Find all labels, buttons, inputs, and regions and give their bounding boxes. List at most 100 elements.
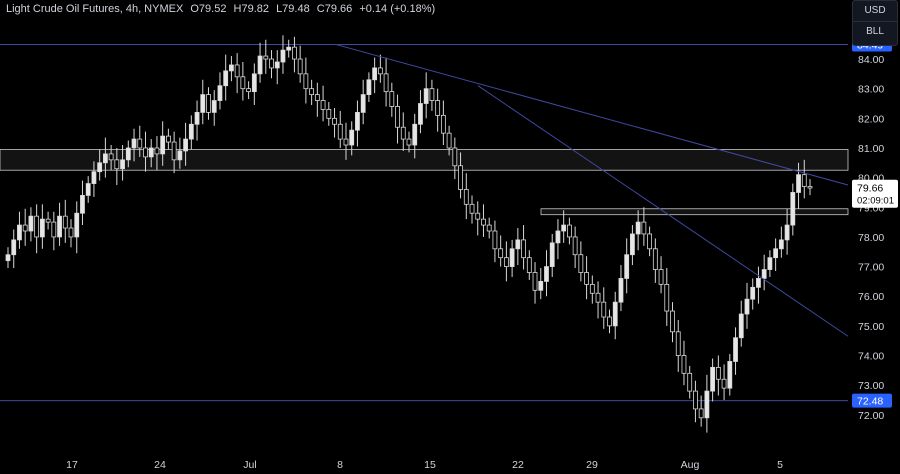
candle-body-84 — [486, 224, 492, 232]
unit-bll[interactable]: BLL — [853, 21, 897, 42]
candle-body-137 — [790, 192, 796, 226]
currency-usd[interactable]: USD — [864, 5, 886, 16]
level-badge-label-1: 72.48 — [857, 396, 883, 408]
candle-body-25 — [148, 147, 154, 158]
candle-body-121 — [698, 408, 704, 419]
candle-body-131 — [756, 278, 761, 288]
candle-body-11 — [68, 227, 74, 238]
candle-body-3 — [22, 224, 28, 232]
candle-body-83 — [481, 218, 486, 226]
y-tick-label-3: 75.00 — [858, 321, 884, 333]
candle-body-123 — [710, 366, 716, 392]
zone-0 — [0, 149, 849, 171]
candle-body-82 — [475, 212, 481, 220]
candle-body-78 — [452, 147, 458, 167]
candle-body-65 — [377, 67, 383, 75]
candle-body-120 — [693, 390, 698, 410]
candle-body-72 — [418, 103, 423, 125]
candle-body-18 — [108, 153, 114, 161]
candle-body-140 — [807, 186, 813, 189]
candle-body-113 — [652, 248, 658, 270]
candle-body-27 — [160, 135, 166, 155]
candles-layer — [5, 35, 813, 433]
candle-body-57 — [332, 117, 337, 125]
candle-body-132 — [761, 269, 767, 279]
candle-body-52 — [303, 73, 309, 90]
candle-body-86 — [498, 248, 504, 259]
candle-body-100 — [578, 254, 584, 273]
candle-body-127 — [733, 337, 738, 362]
candle-body-60 — [349, 129, 355, 146]
candle-body-10 — [62, 215, 68, 229]
candle-body-122 — [704, 390, 710, 419]
candle-body-23 — [137, 138, 143, 149]
candle-body-106 — [612, 301, 618, 327]
candle-body-103 — [595, 292, 601, 303]
candle-body-13 — [80, 195, 85, 214]
candle-body-20 — [120, 159, 125, 170]
x-tick-label-8: 5 — [777, 459, 783, 471]
candle-body-51 — [297, 58, 303, 75]
candle-body-30 — [177, 150, 183, 161]
candle-body-17 — [102, 153, 108, 164]
y-tick-label-1: 73.00 — [858, 380, 884, 392]
candle-body-66 — [383, 73, 389, 93]
x-tick-label-6: 29 — [586, 459, 598, 471]
candle-body-46 — [269, 58, 274, 69]
trendline-upper — [334, 43, 849, 186]
zone-1 — [540, 208, 849, 216]
candle-body-40 — [234, 64, 240, 78]
candle-body-58 — [337, 123, 343, 140]
candle-body-37 — [217, 85, 223, 101]
candle-body-130 — [750, 286, 756, 300]
y-tick-label-6: 78.00 — [858, 232, 884, 244]
candle-body-95 — [549, 242, 555, 267]
candle-body-79 — [458, 165, 463, 190]
symbol-title[interactable]: Light Crude Oil Futures, 4h, NYMEX — [6, 3, 184, 15]
candle-body-69 — [400, 126, 406, 140]
candle-body-14 — [85, 183, 91, 196]
level-badge-bg-1 — [852, 393, 892, 408]
y-tick-label-9: 81.00 — [858, 143, 884, 155]
candle-body-42 — [246, 88, 252, 93]
candle-body-15 — [91, 171, 97, 184]
candle-body-9 — [57, 215, 62, 238]
candle-body-87 — [503, 257, 509, 267]
candle-body-135 — [778, 239, 784, 250]
candle-body-35 — [206, 94, 211, 113]
candle-body-53 — [309, 88, 315, 96]
candle-body-117 — [675, 331, 681, 356]
countdown-label: 02:09:01 — [857, 196, 894, 207]
candle-body-114 — [658, 269, 664, 285]
candle-body-101 — [584, 272, 589, 285]
candle-body-73 — [423, 88, 429, 104]
candle-body-29 — [171, 141, 177, 161]
candle-body-33 — [194, 111, 200, 125]
candle-body-88 — [509, 248, 515, 267]
candle-body-138 — [796, 174, 801, 193]
candle-body-56 — [326, 109, 332, 119]
candle-body-105 — [607, 316, 612, 327]
candle-body-108 — [624, 254, 630, 279]
x-tick-label-3: 8 — [337, 459, 343, 471]
candle-body-50 — [292, 46, 297, 60]
high-value: H79.82 — [233, 3, 269, 15]
candle-body-89 — [515, 239, 521, 250]
currency-menu[interactable]: USD BLL — [852, 0, 898, 46]
candle-body-70 — [406, 138, 412, 146]
x-tick-label-2: Jul — [243, 459, 256, 471]
candle-body-91 — [526, 257, 532, 273]
low-value: L79.48 — [276, 3, 310, 15]
candle-body-129 — [744, 298, 750, 315]
candle-body-34 — [200, 94, 206, 113]
candle-body-107 — [618, 278, 624, 303]
candle-body-7 — [45, 218, 51, 223]
time-axis[interactable]: 17 24 Jul 8 15 22 29 Aug 5 — [66, 459, 783, 471]
y-tick-label-2: 74.00 — [858, 351, 884, 363]
y-tick-label-5: 77.00 — [858, 262, 884, 274]
trendline-lower — [477, 85, 849, 337]
candle-body-102 — [589, 283, 595, 294]
candle-body-12 — [74, 212, 80, 238]
candle-body-80 — [463, 189, 469, 205]
